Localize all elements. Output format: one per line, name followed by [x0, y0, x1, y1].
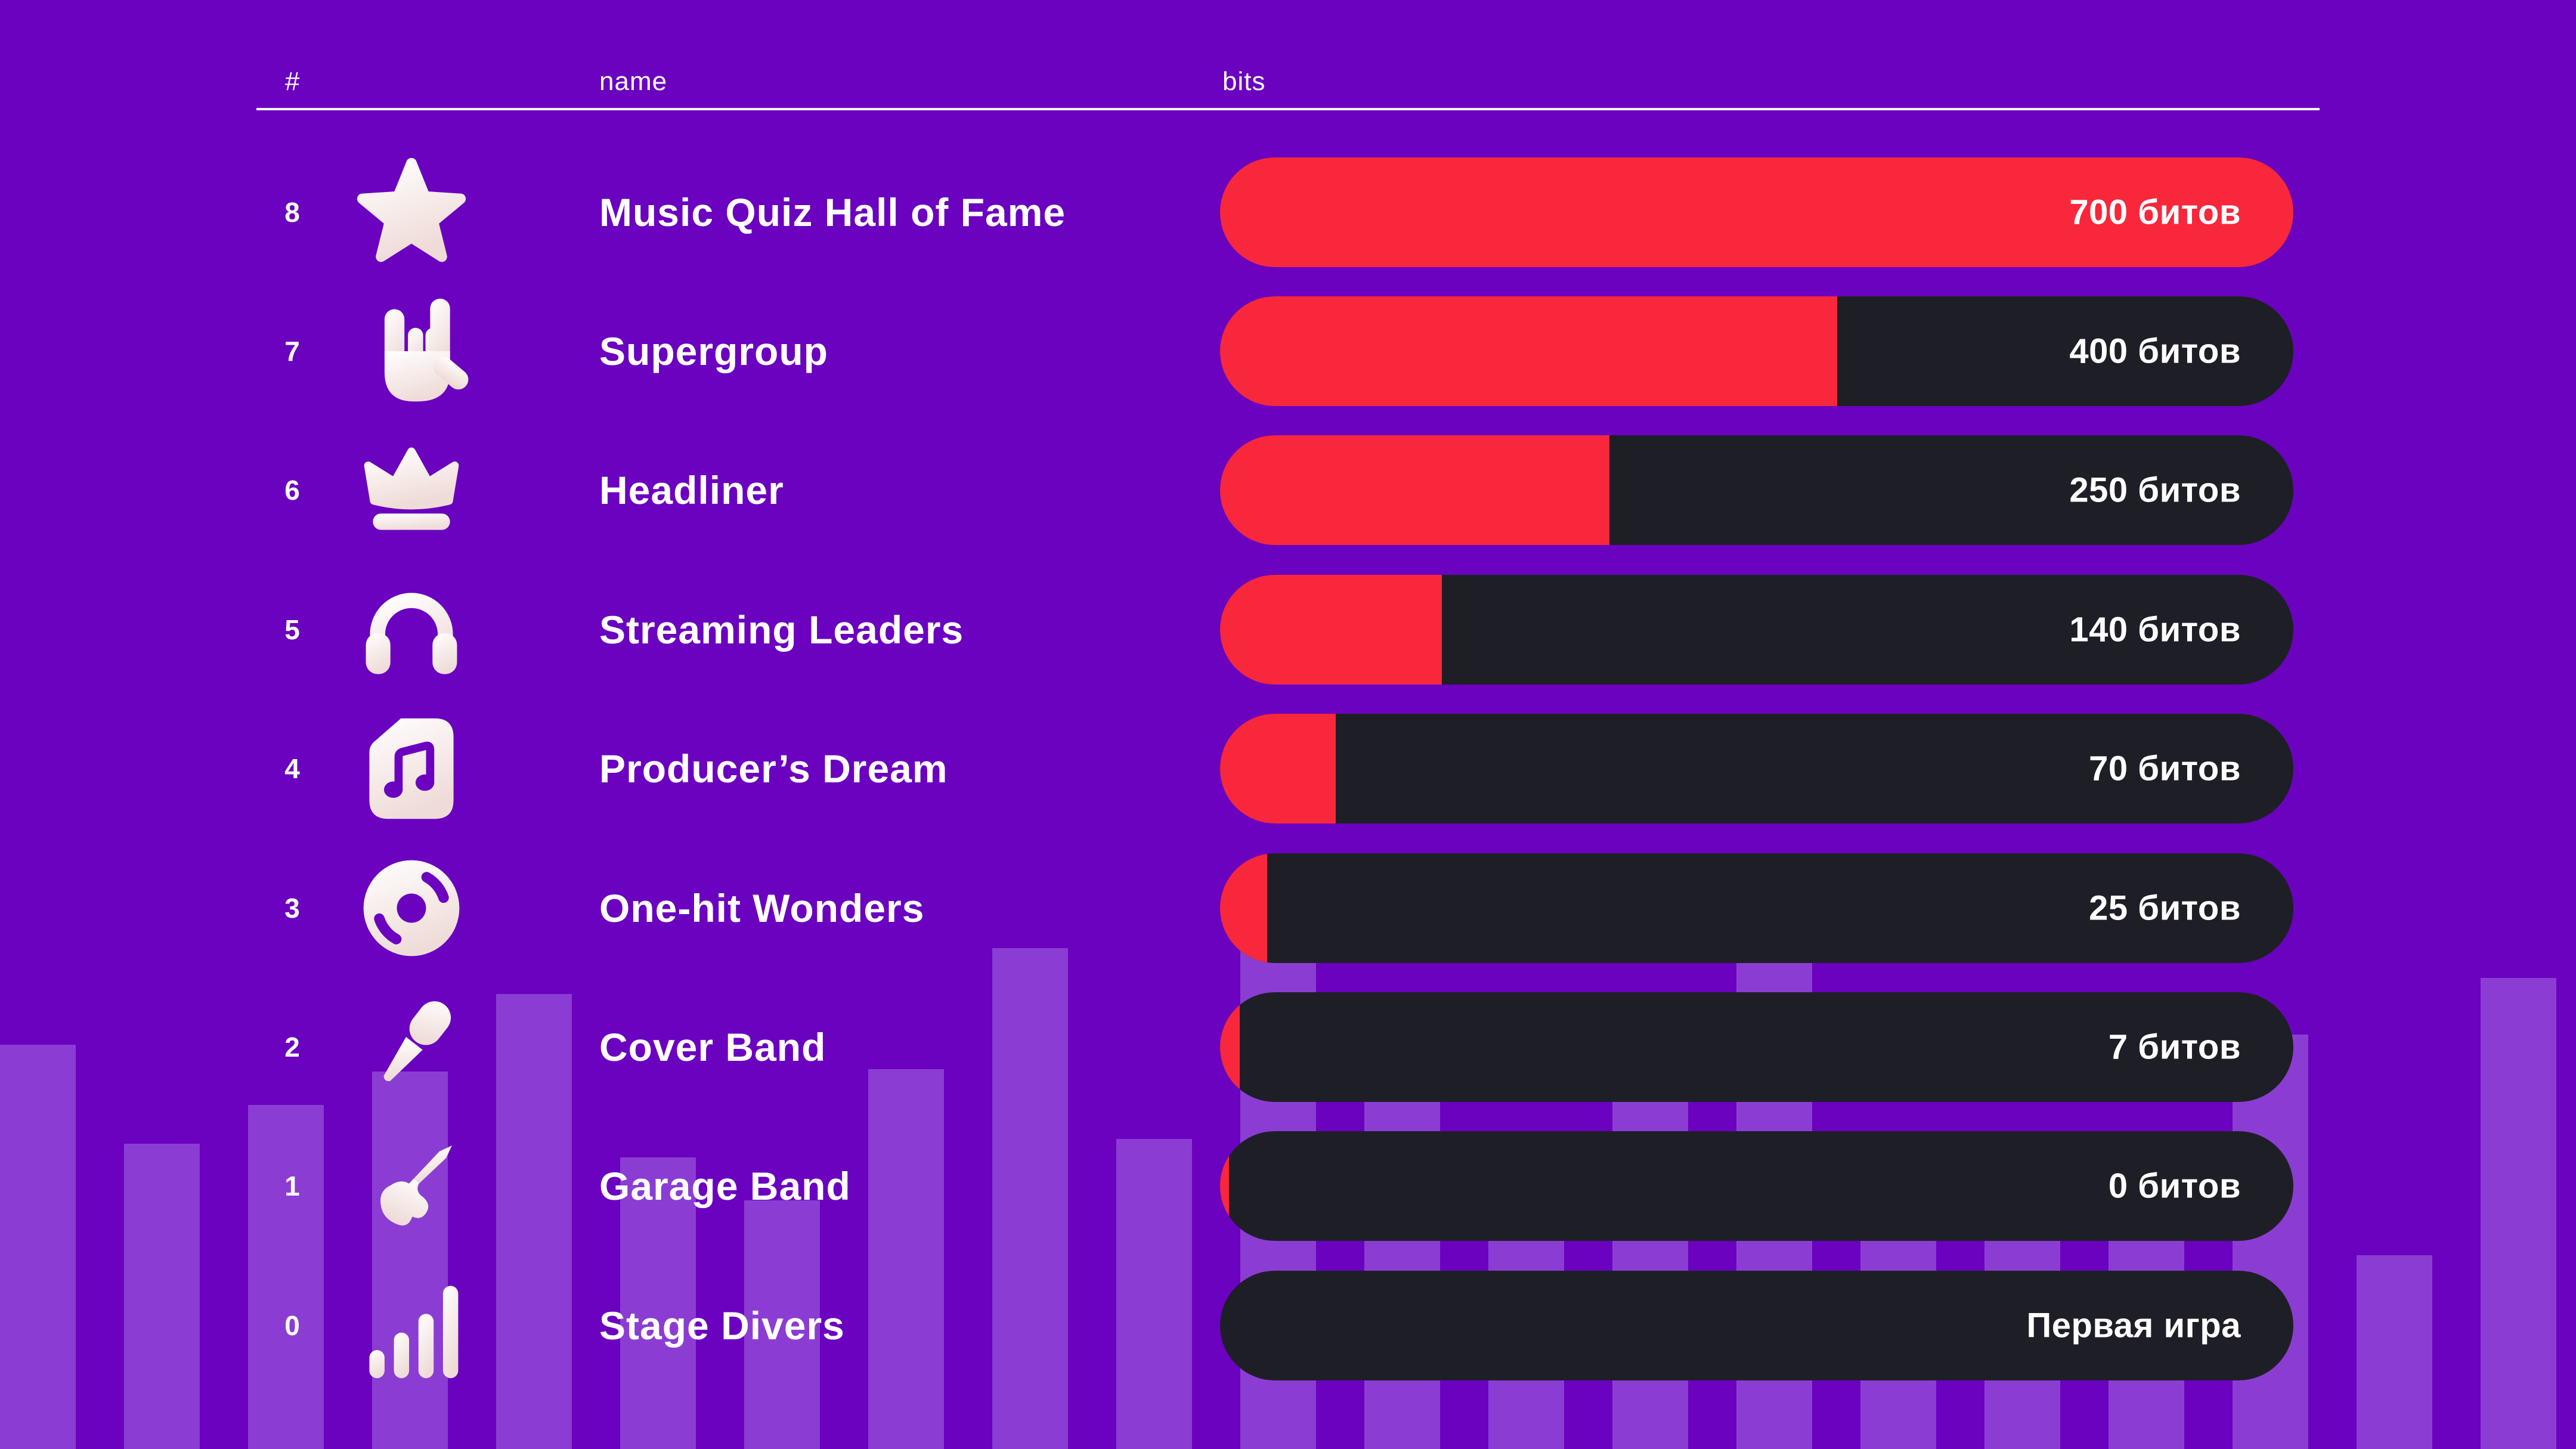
bits-progress-fill	[1220, 574, 1442, 685]
column-header-name: name	[599, 67, 668, 96]
bits-progress-fill	[1220, 853, 1267, 963]
bits-value-label: 70 битов	[2089, 749, 2241, 788]
microphone-icon	[383, 1001, 451, 1082]
level-name: Stage Divers	[599, 1303, 845, 1348]
bits-progress-fill	[1220, 435, 1609, 546]
equalizer-bar	[2233, 1035, 2308, 1449]
rank-label: 5	[284, 614, 300, 645]
level-name: Supergroup	[599, 329, 828, 374]
bits-value-label: 400 битов	[2069, 332, 2241, 371]
table-row[interactable]: 2 Cover Band 7 битов	[0, 977, 2576, 1116]
equalizer-bar	[496, 994, 572, 1449]
icon-slot	[353, 432, 470, 549]
level-name: Garage Band	[599, 1164, 851, 1209]
bits-progress-bar: 400 битов	[1220, 296, 2293, 407]
bits-progress-bar: 140 битов	[1220, 574, 2293, 685]
headphones-icon	[366, 593, 457, 674]
bits-progress-bar: 250 битов	[1220, 435, 2293, 546]
column-header-rank: #	[285, 67, 301, 96]
bits-value-label: 700 битов	[2069, 193, 2241, 232]
level-name: Headliner	[599, 468, 784, 513]
bits-progress-bar: 0 битов	[1220, 1131, 2293, 1241]
music-file-icon	[369, 718, 454, 819]
icon-slot	[353, 154, 470, 271]
rock-hand-icon	[384, 298, 469, 402]
icon-slot	[353, 1267, 470, 1384]
icon-slot	[353, 989, 470, 1106]
bits-progress-fill	[1220, 992, 1240, 1103]
equalizer-bar	[868, 1069, 944, 1449]
rank-label: 2	[284, 1032, 300, 1063]
bits-value-label: Первая игра	[2026, 1306, 2241, 1345]
star-icon	[357, 157, 466, 262]
equalizer-bar	[620, 1157, 696, 1449]
bits-progress-bar: 70 битов	[1220, 714, 2293, 824]
bits-progress-fill	[1220, 714, 1336, 824]
table-row[interactable]: 1 Garage Band 0 битов	[0, 1117, 2576, 1256]
equalizer-bar	[372, 1072, 448, 1449]
level-name: Music Quiz Hall of Fame	[599, 190, 1066, 234]
bits-progress-fill	[1220, 157, 2293, 267]
level-name: Streaming Leaders	[599, 607, 964, 652]
rank-label: 3	[284, 892, 300, 924]
table-row[interactable]: 5 Streaming Leaders 140 битов	[0, 560, 2576, 699]
icon-slot	[353, 850, 470, 967]
column-header-bits: bits	[1222, 67, 1266, 96]
equalizer-bar	[124, 1144, 200, 1449]
level-name: Cover Band	[599, 1025, 826, 1070]
level-name: Producer’s Dream	[599, 747, 948, 791]
equalizer-bar	[248, 1105, 324, 1449]
vinyl-icon	[363, 860, 460, 956]
table-row[interactable]: 0 Stage Divers Первая игра	[0, 1256, 2576, 1395]
equalizer-bar	[2357, 1255, 2432, 1449]
rank-label: 0	[284, 1309, 300, 1341]
header-divider	[256, 108, 2320, 110]
bits-progress-bar: 7 битов	[1220, 992, 2293, 1103]
bits-value-label: 0 битов	[2108, 1166, 2241, 1206]
rank-label: 4	[284, 753, 300, 785]
icon-slot	[353, 293, 470, 410]
equalizer-bar	[744, 1200, 820, 1449]
bits-progress-bar: 25 битов	[1220, 853, 2293, 963]
guitar-icon	[380, 1145, 452, 1226]
bits-value-label: 140 битов	[2069, 610, 2241, 649]
bits-progress-bar: 700 битов	[1220, 157, 2293, 267]
rank-label: 6	[284, 475, 300, 506]
crown-icon	[364, 447, 459, 531]
bits-progress-fill	[1220, 1131, 1229, 1241]
equalizer-bar	[992, 948, 1068, 1449]
rank-label: 1	[284, 1171, 300, 1202]
table-row[interactable]: 8 Music Quiz Hall of Fame 700 битов	[0, 143, 2576, 281]
stats-icon	[369, 1286, 459, 1379]
equalizer-bar	[1116, 1139, 1192, 1449]
rank-label: 8	[284, 196, 300, 228]
bits-progress-fill	[1220, 296, 1837, 407]
icon-slot	[353, 710, 470, 827]
equalizer-bar	[2481, 978, 2556, 1449]
bits-value-label: 250 битов	[2069, 470, 2241, 510]
table-row[interactable]: 7 Supergroup 400 битов	[0, 281, 2576, 420]
bits-progress-bar: Первая игра	[1220, 1270, 2293, 1380]
icon-slot	[353, 571, 470, 688]
level-name: One-hit Wonders	[599, 886, 925, 930]
rank-label: 7	[284, 336, 300, 367]
table-row[interactable]: 4 Producer’s Dream 70 битов	[0, 699, 2576, 838]
table-row[interactable]: 3 One-hit Wonders 25 битов	[0, 838, 2576, 977]
bits-value-label: 25 битов	[2089, 888, 2241, 928]
table-row[interactable]: 6 Headliner 250 битов	[0, 421, 2576, 560]
equalizer-bar	[0, 1045, 76, 1449]
icon-slot	[353, 1128, 470, 1244]
bits-value-label: 7 битов	[2108, 1027, 2241, 1067]
level-rows: 8 Music Quiz Hall of Fame 700 битов 7 Su…	[0, 143, 2576, 1395]
